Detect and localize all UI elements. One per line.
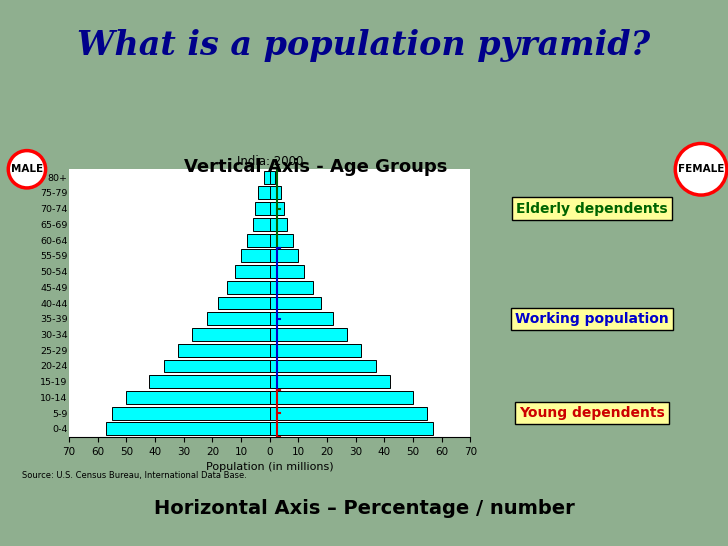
- Bar: [269, 423, 433, 435]
- Bar: [241, 250, 269, 262]
- Bar: [269, 281, 313, 294]
- Bar: [269, 202, 284, 215]
- Title: India: 2000: India: 2000: [237, 155, 303, 168]
- Bar: [207, 312, 269, 325]
- X-axis label: Population (in millions): Population (in millions): [206, 462, 333, 472]
- Text: Horizontal Axis – Percentage / number: Horizontal Axis – Percentage / number: [154, 499, 574, 518]
- Bar: [269, 218, 287, 231]
- Text: Young dependents: Young dependents: [519, 406, 665, 420]
- Text: What is a population pyramid?: What is a population pyramid?: [77, 28, 651, 62]
- Bar: [269, 391, 413, 404]
- Bar: [269, 186, 281, 199]
- Bar: [164, 359, 269, 372]
- Bar: [258, 186, 269, 199]
- Bar: [226, 281, 269, 294]
- Bar: [264, 171, 269, 183]
- Bar: [269, 344, 361, 357]
- Bar: [269, 296, 321, 310]
- Text: FEMALE: FEMALE: [678, 164, 724, 174]
- Bar: [178, 344, 269, 357]
- Bar: [112, 407, 269, 420]
- Bar: [247, 234, 269, 247]
- Bar: [218, 296, 269, 310]
- Bar: [256, 202, 269, 215]
- Bar: [269, 328, 347, 341]
- Bar: [269, 171, 275, 183]
- Text: Working population: Working population: [515, 312, 669, 326]
- Bar: [269, 407, 427, 420]
- Bar: [269, 375, 390, 388]
- Text: Source: U.S. Census Bureau, International Data Base.: Source: U.S. Census Bureau, Internationa…: [22, 472, 247, 480]
- Bar: [106, 423, 269, 435]
- Text: MALE: MALE: [11, 164, 43, 174]
- Bar: [235, 265, 269, 278]
- Bar: [269, 265, 304, 278]
- Bar: [149, 375, 269, 388]
- Bar: [127, 391, 269, 404]
- Bar: [269, 234, 293, 247]
- Bar: [269, 312, 333, 325]
- Bar: [269, 250, 298, 262]
- Text: Elderly dependents: Elderly dependents: [516, 201, 668, 216]
- Text: Vertical Axis - Age Groups: Vertical Axis - Age Groups: [184, 158, 447, 176]
- Bar: [269, 359, 376, 372]
- Bar: [192, 328, 269, 341]
- Bar: [253, 218, 269, 231]
